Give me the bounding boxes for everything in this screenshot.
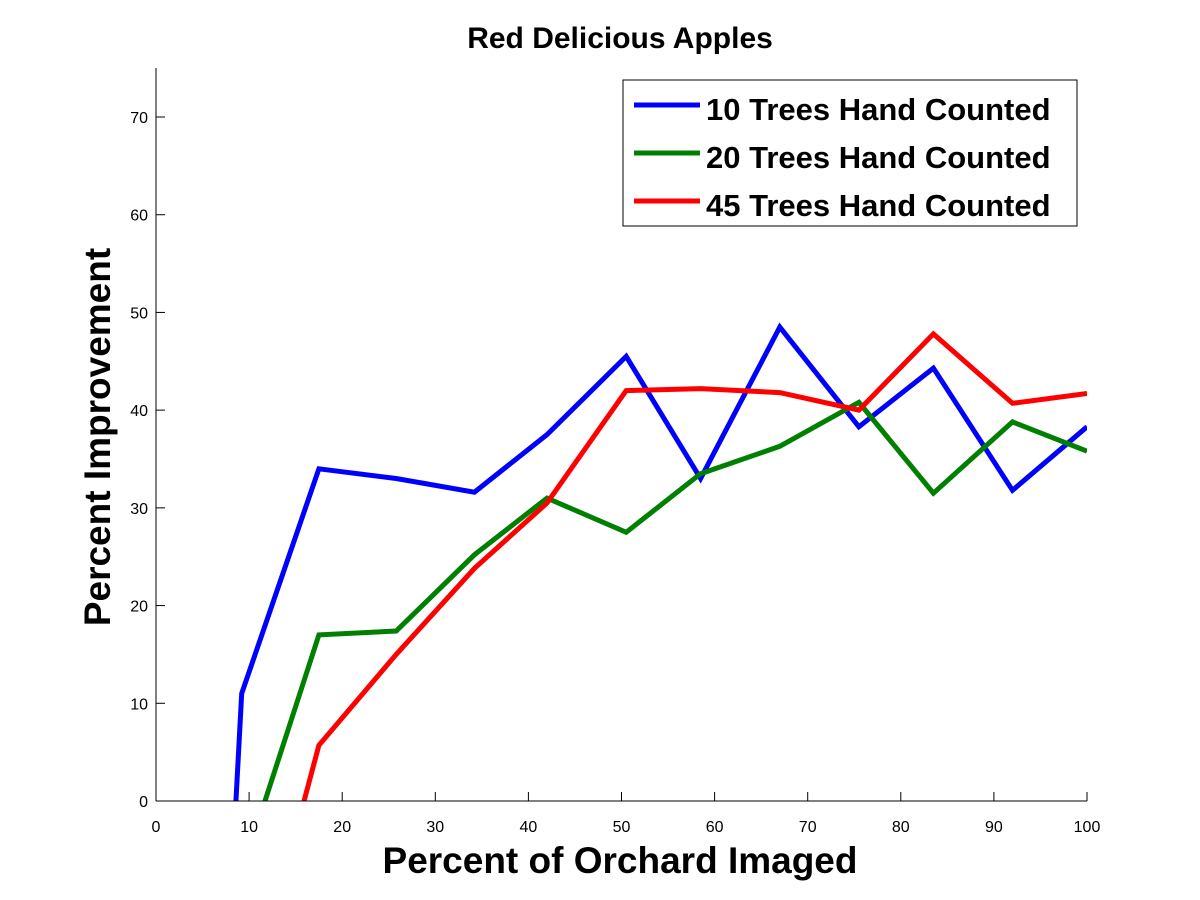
legend-label-1: 10 Trees Hand Counted bbox=[706, 92, 1051, 127]
series-line-2 bbox=[262, 399, 1087, 801]
y-tick-label: 30 bbox=[130, 501, 148, 518]
y-tick-label: 40 bbox=[130, 403, 148, 420]
legend: 10 Trees Hand Counted 20 Trees Hand Coun… bbox=[622, 79, 1078, 227]
x-tick-label: 40 bbox=[520, 819, 538, 836]
y-axis-title: Percent Improvement bbox=[77, 248, 118, 626]
x-tick-label: 20 bbox=[333, 819, 351, 836]
y-tick-label: 50 bbox=[130, 305, 148, 322]
y-tick-label: 60 bbox=[130, 208, 148, 225]
x-axis-title: Percent of Orchard Imaged bbox=[383, 840, 858, 881]
x-tick-label: 0 bbox=[152, 819, 161, 836]
x-tick-label: 100 bbox=[1074, 819, 1101, 836]
chart-title: Red Delicious Apples bbox=[467, 22, 773, 55]
x-tick-label: 50 bbox=[613, 819, 631, 836]
axes: 0 10 20 30 40 50 60 70 80 90 100 0 10 20 30 40 50 60 70 bbox=[130, 68, 1100, 836]
x-tick-label: 90 bbox=[985, 819, 1003, 836]
legend-label-2: 20 Trees Hand Counted bbox=[706, 140, 1051, 175]
x-tick-label: 30 bbox=[426, 819, 444, 836]
x-tick-label: 80 bbox=[892, 819, 910, 836]
x-tick-label: 10 bbox=[240, 819, 258, 836]
y-tick-label: 20 bbox=[130, 599, 148, 616]
series-line-1 bbox=[233, 322, 1087, 801]
y-tick-label: 10 bbox=[130, 696, 148, 713]
x-tick-label: 70 bbox=[799, 819, 817, 836]
x-tick-label: 60 bbox=[706, 819, 724, 836]
y-tick-label: 70 bbox=[130, 110, 148, 127]
series-line-3 bbox=[301, 330, 1087, 801]
y-tick-label: 0 bbox=[139, 794, 148, 811]
series-layer bbox=[233, 322, 1087, 801]
legend-label-3: 45 Trees Hand Counted bbox=[706, 188, 1051, 223]
